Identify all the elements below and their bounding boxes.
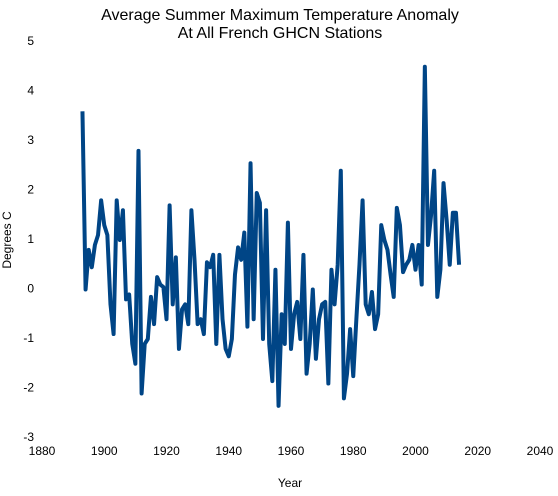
y-tick-label: 3 <box>27 133 34 147</box>
x-tick-label: 1900 <box>91 444 118 458</box>
data-line <box>80 64 462 408</box>
y-tick-label: 0 <box>27 282 34 296</box>
y-tick-label: 4 <box>27 84 34 98</box>
x-tick-label: 1940 <box>215 444 242 458</box>
y-tick-label: -3 <box>23 430 34 444</box>
x-tick-label: 1980 <box>340 444 367 458</box>
y-tick-label: 2 <box>27 183 34 197</box>
y-tick-label: -2 <box>23 381 34 395</box>
y-tick-label: 5 <box>27 34 34 48</box>
chart-title: Average Summer Maximum Temperature Anoma… <box>101 7 459 24</box>
x-tick-label: 2000 <box>402 444 429 458</box>
x-tick-label: 2040 <box>527 444 554 458</box>
x-tick-label: 1880 <box>29 444 56 458</box>
x-tick-label: 1960 <box>278 444 305 458</box>
y-tick-label: -1 <box>23 331 34 345</box>
x-axis-label: Year <box>278 476 302 490</box>
chart-title: At All French GHCN Stations <box>178 25 383 42</box>
x-tick-label: 1920 <box>153 444 180 458</box>
y-axis-label: Degrees C <box>0 211 14 269</box>
x-tick-label: 2020 <box>464 444 491 458</box>
y-tick-label: 1 <box>27 232 34 246</box>
